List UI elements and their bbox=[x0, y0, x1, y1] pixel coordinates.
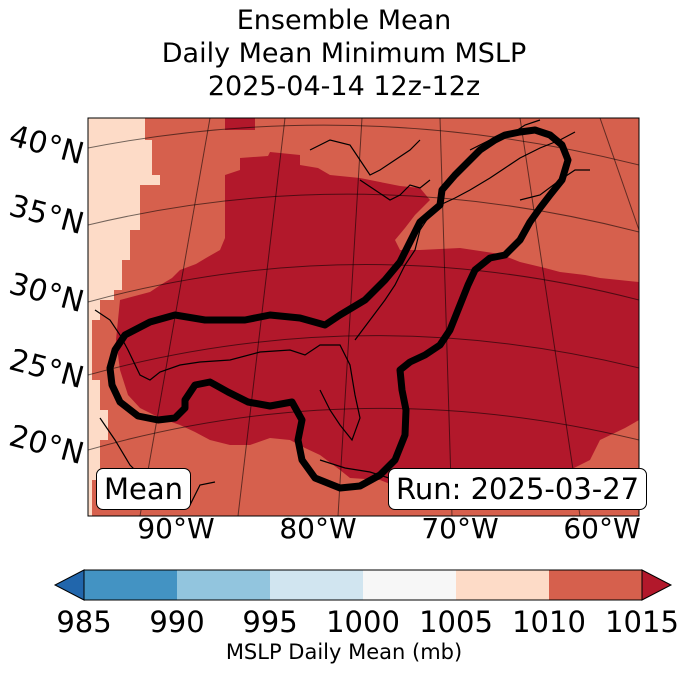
chart-title-line-1: Ensemble Mean bbox=[236, 5, 452, 36]
run-date-box: Run: 2025-03-27 bbox=[388, 468, 648, 510]
colorbar-frame bbox=[83, 569, 643, 601]
colorbar bbox=[53, 569, 673, 601]
colorbar-tick-1000: 1000 bbox=[326, 605, 400, 639]
colorbar-segment-1010-1015 bbox=[549, 570, 642, 600]
lon-label-90w: 90°W bbox=[137, 512, 215, 545]
lon-label-80w: 80°W bbox=[279, 512, 357, 545]
colorbar-tick-1015: 1015 bbox=[605, 605, 679, 639]
lon-label-70w: 70°W bbox=[421, 512, 499, 545]
pressure-band-1005-1010 bbox=[88, 118, 160, 516]
pressure-patch-top bbox=[225, 118, 255, 130]
colorbar-extend-high bbox=[641, 569, 673, 601]
chart-title-line-3: 2025-04-14 12z-12z bbox=[207, 71, 481, 102]
colorbar-extend-low bbox=[53, 569, 85, 601]
lon-label-60w: 60°W bbox=[563, 512, 641, 545]
colorbar-segment-1000-1005 bbox=[363, 570, 456, 600]
map-panel bbox=[87, 117, 640, 517]
contour-1015 bbox=[106, 126, 572, 492]
colorbar-tick-990: 990 bbox=[149, 605, 205, 639]
colorbar-segment-1005-1010 bbox=[456, 570, 549, 600]
chart-title-line-2: Daily Mean Minimum MSLP bbox=[161, 38, 527, 69]
colorbar-label: MSLP Daily Mean (mb) bbox=[225, 640, 463, 664]
colorbar-segment-990-995 bbox=[177, 570, 270, 600]
mean-label-box: Mean bbox=[96, 468, 192, 510]
colorbar-tick-1005: 1005 bbox=[419, 605, 493, 639]
colorbar-tick-985: 985 bbox=[56, 605, 112, 639]
colorbar-tick-995: 995 bbox=[242, 605, 298, 639]
colorbar-segment-995-1000 bbox=[270, 570, 363, 600]
colorbar-segment-985-990 bbox=[84, 570, 177, 600]
colorbar-tick-1010: 1010 bbox=[512, 605, 586, 639]
map-frame bbox=[87, 117, 640, 517]
